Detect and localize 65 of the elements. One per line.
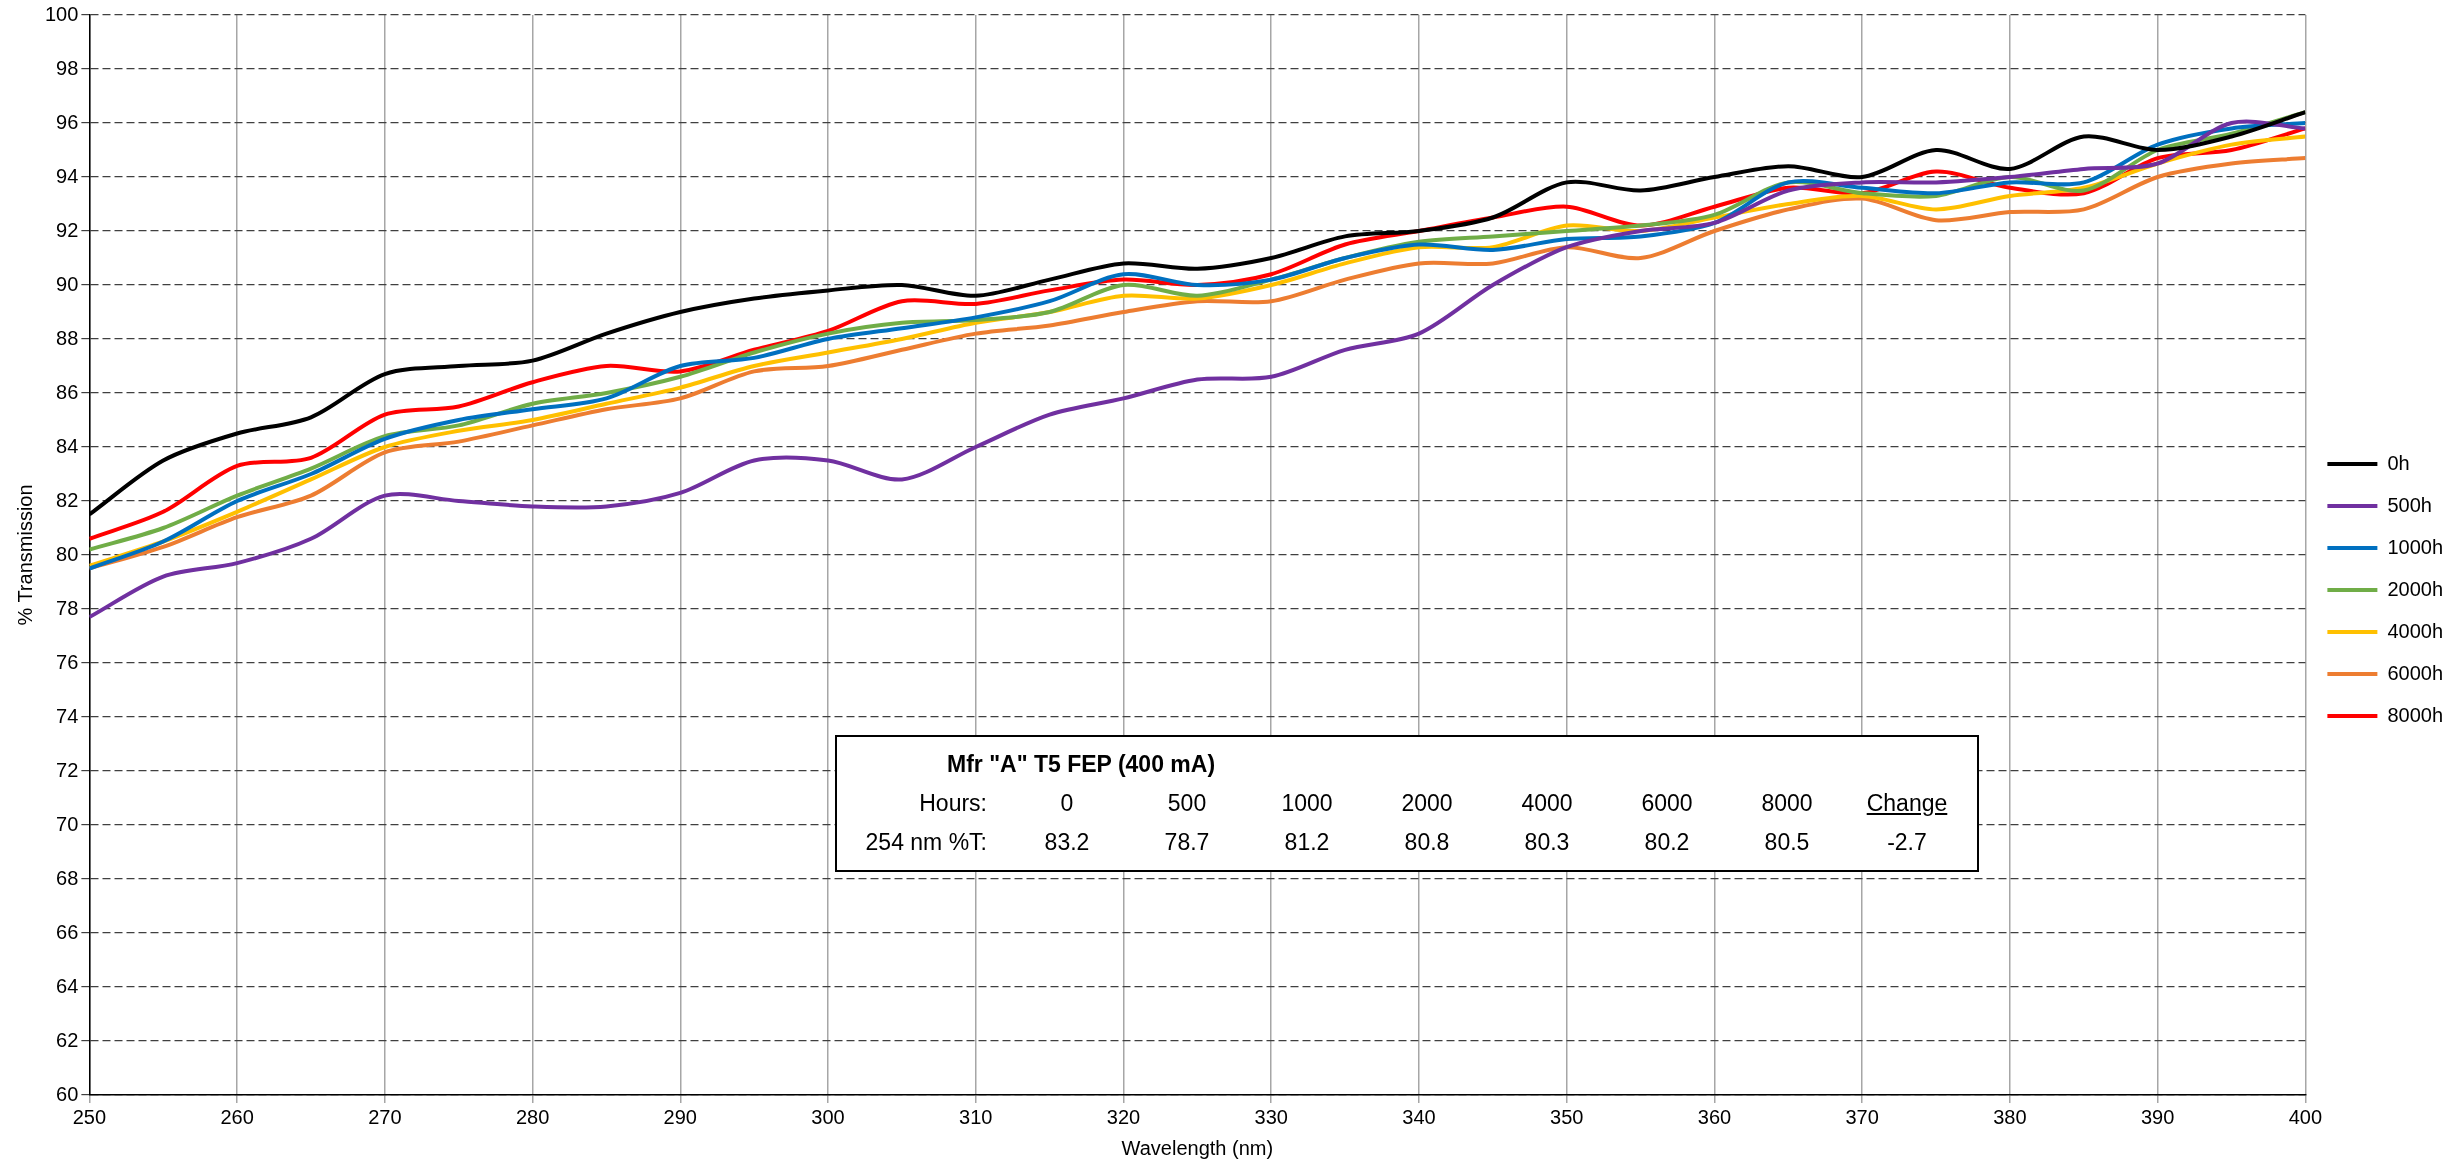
legend-label: 8000h bbox=[2387, 703, 2444, 726]
legend-label: 1000h bbox=[2387, 535, 2444, 558]
x-tick-label: 360 bbox=[1697, 1105, 1732, 1128]
y-tick-label: 88 bbox=[56, 326, 79, 349]
x-tick-label: 380 bbox=[1993, 1105, 2027, 1128]
y-tick-label: 74 bbox=[56, 704, 79, 727]
y-tick-label: 78 bbox=[56, 596, 79, 619]
annotation: 8000 bbox=[1760, 789, 1814, 818]
annotation: 1000 bbox=[1280, 789, 1334, 818]
x-tick-label: 270 bbox=[368, 1105, 402, 1128]
y-tick-label: 70 bbox=[56, 812, 79, 835]
annotation: 80.3 bbox=[1523, 828, 1571, 857]
annotation: 78.7 bbox=[1163, 828, 1211, 857]
legend-label: 4000h bbox=[2387, 619, 2444, 642]
x-tick-label: 300 bbox=[811, 1105, 845, 1128]
x-tick-label: 400 bbox=[2288, 1105, 2323, 1128]
annotation: 500 bbox=[1166, 789, 1208, 818]
annotation: 80.5 bbox=[1763, 828, 1811, 857]
annotation: Hours: bbox=[918, 789, 988, 818]
x-tick-label: 310 bbox=[959, 1105, 993, 1128]
annotation: 254 nm %T: bbox=[864, 828, 988, 857]
legend-label: 500h bbox=[2387, 493, 2432, 516]
y-tick-label: 60 bbox=[56, 1082, 79, 1105]
y-tick-label: 98 bbox=[56, 56, 79, 79]
y-tick-label: 86 bbox=[56, 380, 79, 403]
y-tick-label: 100 bbox=[44, 2, 79, 25]
x-tick-label: 370 bbox=[1845, 1105, 1879, 1128]
x-tick-label: 290 bbox=[663, 1105, 697, 1128]
annotation: 2000 bbox=[1400, 789, 1454, 818]
annotation: 81.2 bbox=[1283, 828, 1331, 857]
annotation: 80.8 bbox=[1403, 828, 1451, 857]
y-axis-title: % Transmission bbox=[13, 484, 36, 626]
legend-label: 6000h bbox=[2387, 661, 2444, 684]
x-tick-label: 350 bbox=[1550, 1105, 1584, 1128]
annotation: 80.2 bbox=[1643, 828, 1691, 857]
y-tick-label: 64 bbox=[56, 974, 79, 997]
x-tick-label: 280 bbox=[515, 1105, 550, 1128]
x-axis-title: Wavelength (nm) bbox=[1121, 1136, 1274, 1159]
y-tick-label: 92 bbox=[56, 218, 79, 241]
x-tick-label: 340 bbox=[1402, 1105, 1436, 1128]
x-tick-label: 330 bbox=[1254, 1105, 1288, 1128]
y-tick-label: 66 bbox=[56, 920, 79, 943]
y-tick-label: 68 bbox=[56, 866, 79, 889]
x-tick-label: 250 bbox=[72, 1105, 107, 1128]
legend-label: 2000h bbox=[2387, 577, 2444, 600]
annotation: 83.2 bbox=[1043, 828, 1091, 857]
y-tick-label: 94 bbox=[56, 164, 79, 187]
y-tick-label: 62 bbox=[56, 1028, 79, 1051]
y-tick-label: 84 bbox=[56, 434, 79, 457]
y-tick-label: 72 bbox=[56, 758, 79, 781]
x-tick-label: 390 bbox=[2140, 1105, 2175, 1128]
annotation: 0 bbox=[1059, 789, 1075, 818]
annotation: 4000 bbox=[1520, 789, 1574, 818]
legend-label: 0h bbox=[2387, 451, 2410, 474]
annotation: Change bbox=[1865, 789, 1949, 818]
y-tick-label: 96 bbox=[56, 110, 79, 133]
annotation: -2.7 bbox=[1886, 828, 1928, 857]
y-tick-label: 80 bbox=[56, 542, 79, 565]
annotation: 6000 bbox=[1640, 789, 1694, 818]
annotation: Mfr "A" T5 FEP (400 mA) bbox=[946, 750, 1217, 779]
x-tick-label: 320 bbox=[1106, 1105, 1141, 1128]
y-tick-label: 82 bbox=[56, 488, 79, 511]
x-tick-label: 260 bbox=[220, 1105, 254, 1128]
y-tick-label: 76 bbox=[56, 650, 79, 673]
y-tick-label: 90 bbox=[56, 272, 79, 295]
